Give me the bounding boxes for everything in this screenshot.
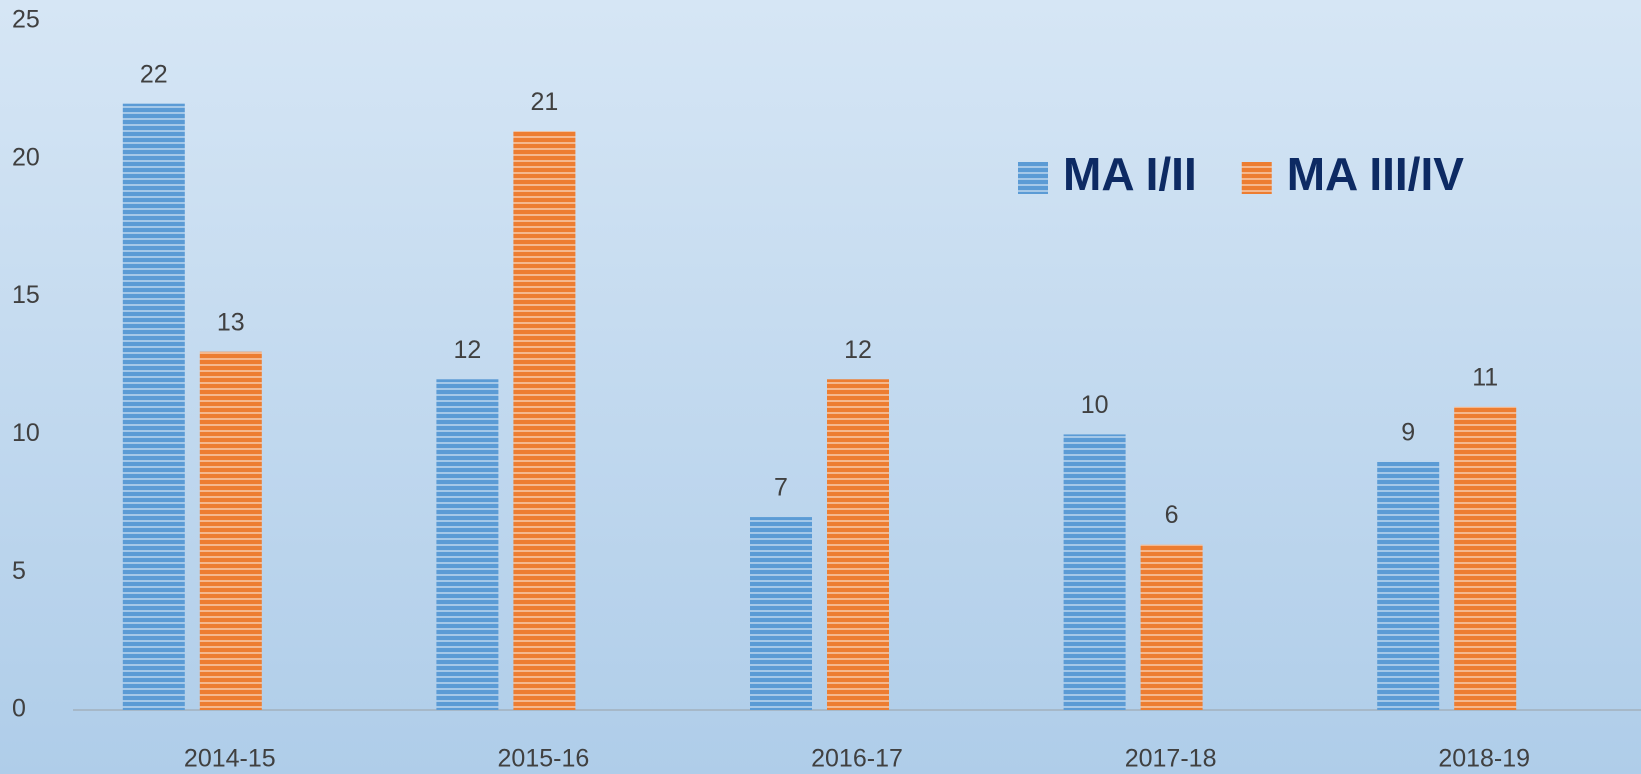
bar [1063, 434, 1126, 710]
bar [827, 379, 889, 710]
bar [1454, 406, 1517, 710]
x-tick-label: 2016-17 [811, 745, 903, 773]
data-label: 10 [1081, 391, 1109, 419]
data-label: 12 [453, 336, 481, 364]
bar [199, 351, 262, 710]
y-tick-label: 25 [12, 6, 40, 34]
legend-swatch [1018, 162, 1048, 194]
x-tick-label: 2018-19 [1438, 745, 1530, 773]
bar [513, 131, 576, 711]
data-label: 22 [140, 60, 168, 88]
data-label: 21 [530, 88, 558, 116]
x-tick-label: 2014-15 [184, 745, 276, 773]
y-tick-label: 20 [12, 143, 40, 171]
y-tick-label: 5 [12, 557, 26, 585]
legend-label: MA I/II [1063, 148, 1197, 200]
bar [122, 103, 185, 711]
bar [1377, 461, 1440, 710]
y-tick-label: 15 [12, 281, 40, 309]
legend-swatch [1241, 162, 1272, 194]
bar [436, 379, 499, 710]
data-label: 6 [1165, 501, 1179, 529]
legend-label: MA III/IV [1287, 148, 1465, 200]
bar [750, 517, 812, 710]
x-tick-label: 2015-16 [498, 745, 590, 773]
data-label: 11 [1472, 363, 1498, 391]
data-label: 12 [844, 336, 872, 364]
data-label: 13 [217, 308, 245, 336]
data-label: 7 [774, 474, 788, 502]
data-label: 9 [1401, 419, 1415, 447]
bar [1140, 544, 1203, 710]
y-tick-label: 10 [12, 419, 40, 447]
x-tick-label: 2017-18 [1125, 745, 1217, 773]
y-tick-label: 0 [12, 695, 26, 723]
